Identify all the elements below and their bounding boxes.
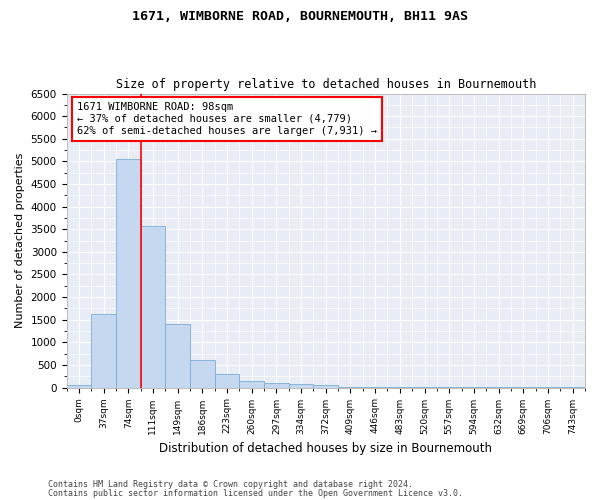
- Text: 1671, WIMBORNE ROAD, BOURNEMOUTH, BH11 9AS: 1671, WIMBORNE ROAD, BOURNEMOUTH, BH11 9…: [132, 10, 468, 23]
- Bar: [190, 360, 215, 388]
- X-axis label: Distribution of detached houses by size in Bournemouth: Distribution of detached houses by size …: [159, 442, 492, 455]
- Bar: [313, 386, 338, 388]
- Text: 1671 WIMBORNE ROAD: 98sqm
← 37% of detached houses are smaller (4,779)
62% of se: 1671 WIMBORNE ROAD: 98sqm ← 37% of detac…: [77, 102, 377, 136]
- Y-axis label: Number of detached properties: Number of detached properties: [15, 153, 25, 328]
- Bar: [165, 324, 190, 388]
- Bar: [264, 382, 289, 388]
- Bar: [91, 314, 116, 388]
- Bar: [140, 226, 165, 388]
- Bar: [239, 381, 264, 388]
- Bar: [67, 385, 91, 388]
- Bar: [215, 374, 239, 388]
- Bar: [116, 158, 140, 388]
- Text: Contains public sector information licensed under the Open Government Licence v3: Contains public sector information licen…: [48, 488, 463, 498]
- Bar: [338, 386, 363, 388]
- Title: Size of property relative to detached houses in Bournemouth: Size of property relative to detached ho…: [116, 78, 536, 91]
- Text: Contains HM Land Registry data © Crown copyright and database right 2024.: Contains HM Land Registry data © Crown c…: [48, 480, 413, 489]
- Bar: [289, 384, 313, 388]
